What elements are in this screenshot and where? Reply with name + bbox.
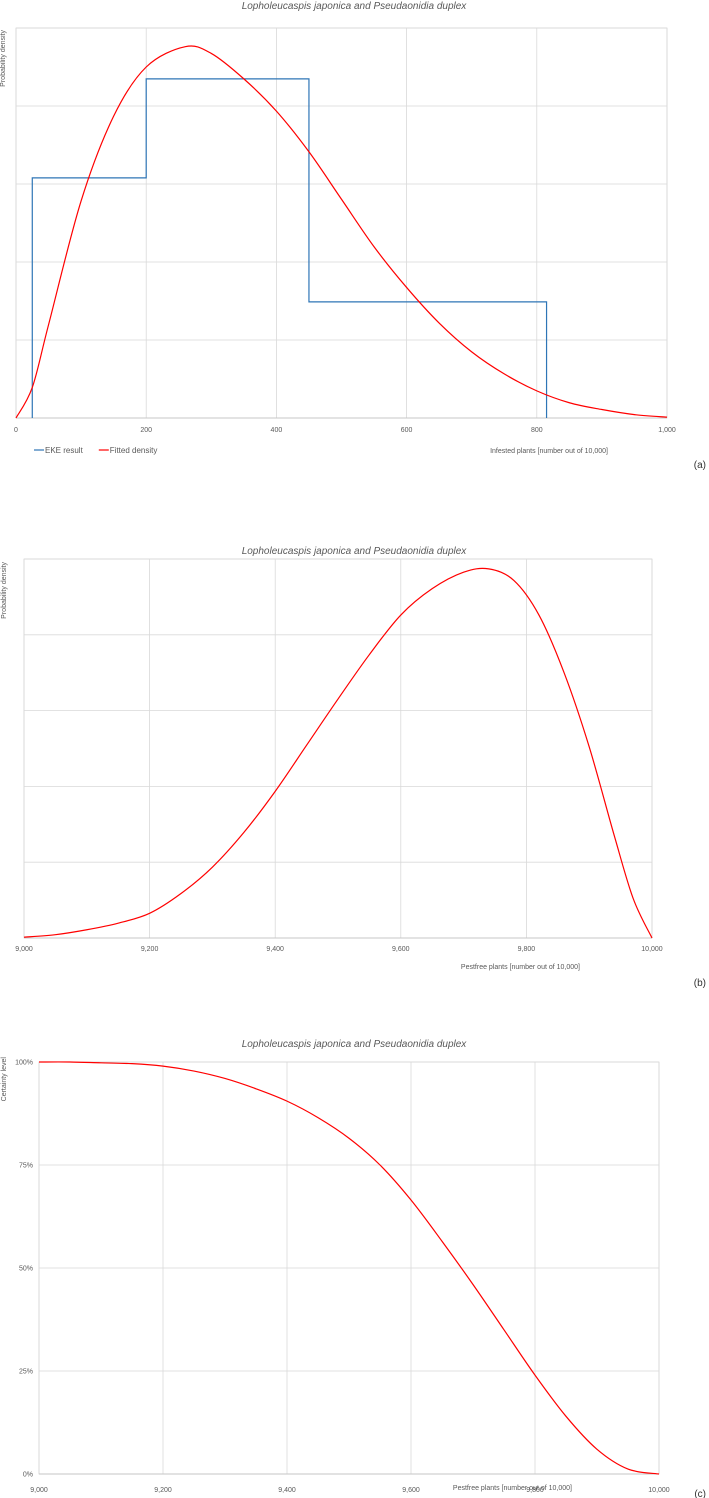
x-tick-label: 400	[271, 427, 283, 434]
series-line	[23, 567, 653, 939]
density-chart-a: 0 200 400 600 800 1,000 Lopholeucaspis japonic…	[0, 1, 706, 471]
x-tick-label: 9,800	[526, 1487, 544, 1494]
x-tick-label: 200	[140, 427, 152, 434]
x-tick-label: 10,000	[641, 946, 663, 953]
series-line	[38, 1061, 660, 1475]
chart-panel-a: 0 200 400 600 800 1,000 Lopholeucaspis japonic…	[0, 0, 709, 471]
x-tick-label: 9,800	[518, 946, 536, 953]
x-tick-label: 9,000	[30, 1487, 48, 1494]
panel-label: (c)	[694, 1489, 706, 1498]
x-axis-label: Pestfree plants [number out of 10,000]	[453, 1485, 572, 1492]
x-tick-label: 600	[401, 427, 413, 434]
y-tick-label: 75%	[19, 1163, 33, 1170]
x-tick-label: 9,000	[15, 946, 33, 953]
chart-title: Lopholeucaspis japonica and Pseudaonidia…	[242, 546, 468, 557]
y-tick-label: 100%	[15, 1060, 33, 1067]
y-tick-label: 0%	[23, 1472, 33, 1479]
panel-label: (a)	[694, 460, 706, 471]
x-tick-label: 10,000	[648, 1487, 670, 1494]
plot-area	[23, 558, 653, 939]
chart-panel-b: 9,000 9,200 9,400 9,600 9,800 10,000 Lopholeuc…	[0, 536, 709, 996]
panel-label: (b)	[694, 978, 706, 989]
x-tick-label: 9,600	[402, 1487, 420, 1494]
legend-entry: EKE result	[45, 446, 84, 455]
chart-title: Lopholeucaspis japonica and Pseudaonidia…	[242, 1039, 468, 1050]
certainty-chart-c: 0% 25% 50% 75% 100% 9,000 9,200 9,400 9,600 9,800…	[1, 1039, 706, 1498]
fitted-density-line	[15, 45, 668, 419]
plot-area	[15, 27, 668, 419]
y-axis-label: Probability density	[0, 30, 7, 87]
x-tick-label: 800	[531, 427, 543, 434]
chart-panel-c: 0% 25% 50% 75% 100% 9,000 9,200 9,400 9,600 9,800…	[0, 1027, 709, 1498]
chart-title: Lopholeucaspis japonica and Pseudaonidia…	[242, 1, 468, 12]
x-axis-label: Infested plants [number out of 10,000]	[490, 448, 608, 455]
x-tick-label: 9,600	[392, 946, 410, 953]
y-axis-label: Probability density	[1, 562, 8, 619]
x-tick-label: 1,000	[658, 427, 676, 434]
y-tick-label: 25%	[19, 1369, 33, 1376]
x-tick-label: 0	[14, 427, 18, 434]
y-tick-label: 50%	[19, 1266, 33, 1273]
eke-result-line	[31, 78, 548, 418]
x-tick-label: 9,200	[154, 1487, 172, 1494]
density-chart-b: 9,000 9,200 9,400 9,600 9,800 10,000 Lopholeuc…	[1, 546, 706, 989]
x-tick-label: 9,200	[141, 946, 159, 953]
y-axis-label: Certainty level	[1, 1057, 8, 1102]
legend-entry: Fitted density	[110, 446, 158, 455]
x-axis-label: Pestfree plants [number out of 10,000]	[461, 964, 580, 971]
x-tick-label: 9,400	[278, 1487, 296, 1494]
x-tick-label: 9,400	[266, 946, 284, 953]
